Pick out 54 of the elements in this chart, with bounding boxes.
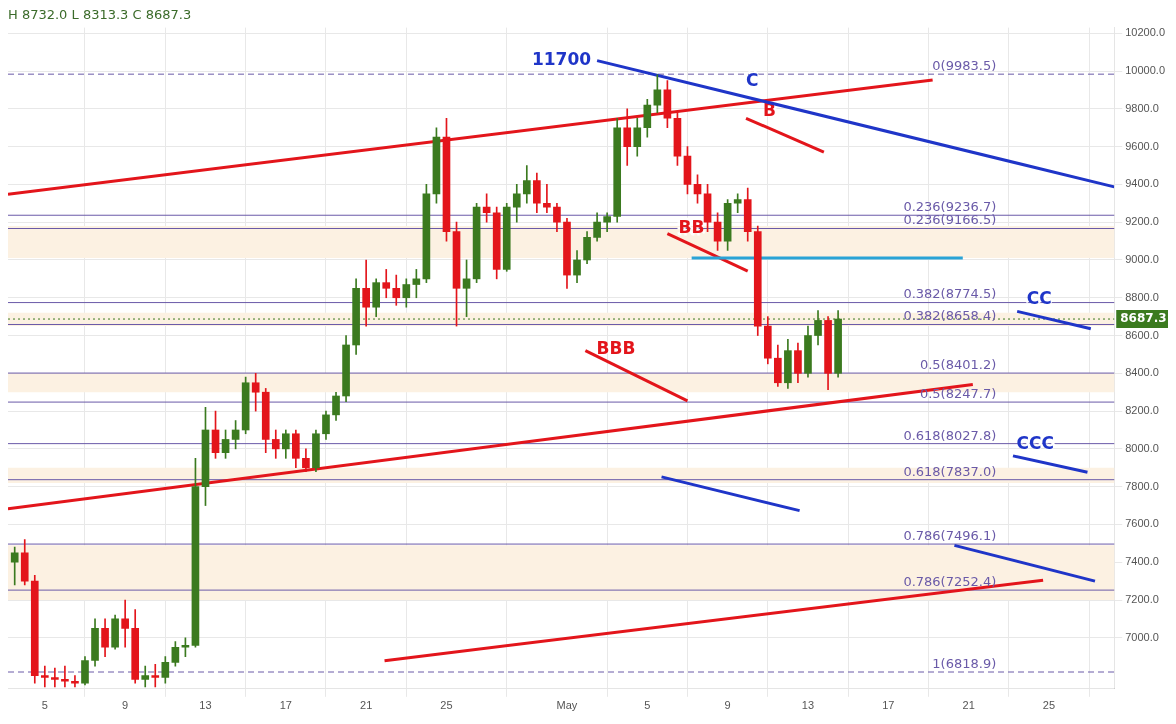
y-tick-label: 9200.0 bbox=[1125, 215, 1159, 228]
y-tick-label: 9600.0 bbox=[1125, 139, 1159, 152]
x-tick-label: 9 bbox=[122, 699, 129, 712]
ref-line-label: 0.618(7837.0) bbox=[903, 463, 997, 479]
ref-line-label: 0.236(9236.7) bbox=[903, 199, 997, 215]
ref-line-label: 0.786(7496.1) bbox=[903, 527, 997, 543]
x-tick-label: 13 bbox=[801, 699, 815, 712]
x-tick-label: 17 bbox=[882, 699, 895, 712]
ref-line-label: 0.236(9166.5) bbox=[903, 212, 997, 228]
ref-line-label: 1(6818.9) bbox=[932, 655, 997, 671]
x-tick-label: 21 bbox=[962, 699, 975, 712]
y-tick-label: 10200.0 bbox=[1125, 26, 1165, 39]
y-tick-label: 8400.0 bbox=[1125, 366, 1159, 379]
ref-line-label: 0.382(8658.4) bbox=[903, 308, 997, 324]
y-tick-label: 8000.0 bbox=[1125, 441, 1159, 454]
x-tick-label: 25 bbox=[440, 699, 453, 712]
y-tick-label: 7600.0 bbox=[1125, 517, 1159, 530]
y-tick-label: 8200.0 bbox=[1125, 404, 1159, 417]
y-tick-label: 9800.0 bbox=[1125, 101, 1159, 114]
series-label: C bbox=[746, 70, 759, 91]
x-tick-label: 5 bbox=[644, 699, 651, 712]
y-tick-label: 9400.0 bbox=[1125, 177, 1159, 190]
ref-line-label: 8687.3 bbox=[1120, 311, 1167, 326]
y-tick-label: 10000.0 bbox=[1125, 64, 1165, 77]
x-tick-label: 25 bbox=[1042, 699, 1056, 712]
x-tick-label: 9 bbox=[724, 699, 731, 712]
series-label: BBB bbox=[596, 337, 636, 358]
y-tick-label: 7000.0 bbox=[1125, 630, 1159, 643]
ref-line-label: 0.5(8401.2) bbox=[919, 356, 997, 372]
candlestick bbox=[151, 663, 160, 688]
x-tick-label: 21 bbox=[360, 699, 373, 712]
x-tick-label: 13 bbox=[199, 699, 212, 712]
y-tick-label: 7200.0 bbox=[1125, 593, 1159, 606]
ref-line-label: 0.618(8027.8) bbox=[903, 427, 997, 443]
y-tick-label: 7800.0 bbox=[1125, 479, 1159, 492]
ref-line-label: 0.786(7252.4) bbox=[903, 573, 997, 589]
ref-line-label: 0(9983.5) bbox=[932, 58, 997, 74]
chart-title: H 8732.0 L 8313.3 C 8687.3 bbox=[8, 7, 192, 23]
x-tick-label: May bbox=[556, 699, 578, 712]
x-tick-label: 5 bbox=[41, 699, 48, 712]
annotation: 11700 bbox=[531, 49, 592, 70]
y-tick-label: 9000.0 bbox=[1125, 253, 1159, 265]
ref-line-label: 0.5(8247.7) bbox=[919, 385, 997, 401]
y-tick-label: 8600.0 bbox=[1125, 328, 1159, 341]
candlestick bbox=[51, 667, 59, 688]
y-tick-label: 7400.0 bbox=[1125, 555, 1159, 568]
candlestick bbox=[543, 184, 551, 214]
y-tick-label: 8800.0 bbox=[1125, 290, 1159, 303]
candlestick bbox=[382, 269, 391, 299]
candlestick bbox=[40, 665, 49, 688]
candlestick bbox=[121, 599, 129, 648]
candlestick bbox=[61, 665, 69, 688]
x-tick-label: 17 bbox=[279, 699, 292, 712]
ref-line-label: 0.382(8774.5) bbox=[903, 286, 997, 302]
